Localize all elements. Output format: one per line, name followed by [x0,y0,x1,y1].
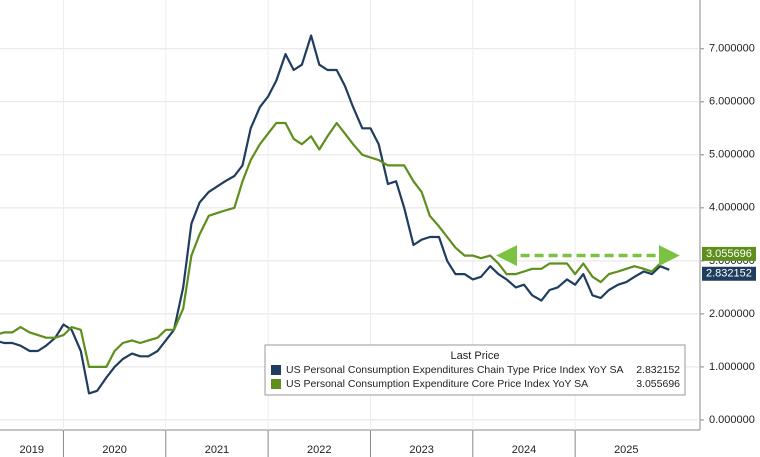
y-tick-label: 2.000000 [709,308,755,320]
legend-label: US Personal Consumption Expenditures Cha… [286,364,624,376]
y-tick-label: 6.000000 [709,96,755,108]
x-tick-label: 2024 [512,444,536,456]
legend-title: Last Price [451,350,500,362]
y-tick-label: 1.000000 [709,361,755,373]
x-tick-label: 2022 [307,444,331,456]
x-tick-label: 2019 [19,444,43,456]
y-tick-label: 4.000000 [709,202,755,214]
y-tick-label: 0.000000 [709,414,755,426]
legend-value: 3.055696 [636,378,680,390]
last-value-label: 2.832152 [706,268,752,280]
last-value-box [702,246,756,261]
x-tick-label: 2025 [614,444,638,456]
legend: Last Price US Personal Consumption Expend… [264,344,686,396]
last-value-box [702,266,756,281]
y-tick-label: 7.000000 [709,43,755,55]
series-line [0,34,670,395]
last-value-label: 3.055696 [706,248,752,260]
legend-swatch [271,379,281,389]
legend-box [264,344,686,396]
legend-label: US Personal Consumption Expenditure Core… [286,378,588,390]
x-tick-label: 2021 [205,444,229,456]
y-tick-label: 5.000000 [709,149,755,161]
legend-value: 2.832152 [636,364,680,376]
legend-swatch [271,365,281,375]
x-tick-label: 2020 [102,444,126,456]
x-tick-label: 2023 [409,444,433,456]
